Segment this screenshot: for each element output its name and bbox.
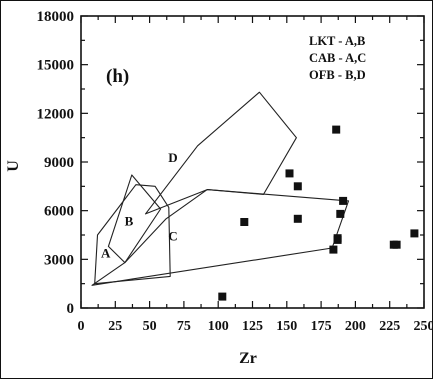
x-tick-label: 175 <box>311 319 332 334</box>
x-tick-labels: 0 25 50 75 100 125 150 175 200 225 250 <box>78 319 433 334</box>
legend-entry-lkt: LKT - A,B <box>309 34 365 48</box>
y-tick-label: 12000 <box>37 106 75 122</box>
data-point <box>293 182 302 191</box>
y-tick-label: 0 <box>67 301 75 317</box>
region-c-label: C <box>168 229 177 244</box>
data-point <box>285 169 294 178</box>
x-tick-label: 75 <box>177 319 191 334</box>
y-tick-label: 6000 <box>44 204 74 220</box>
x-tick-label: 225 <box>379 319 400 334</box>
region-d-outline <box>144 91 297 215</box>
y-tick-label: 9000 <box>44 155 74 171</box>
x-axis-label: Zr <box>239 350 257 367</box>
data-point <box>329 245 338 254</box>
data-point <box>392 240 401 249</box>
region-b-label: B <box>125 213 134 228</box>
y-axis-label: U <box>5 160 22 172</box>
x-tick-label: 250 <box>414 319 433 334</box>
region-d-label: D <box>168 150 177 165</box>
axis-ticks <box>80 15 425 309</box>
legend: LKT - A,B CAB - A,C OFB - B,D <box>309 34 366 82</box>
region-b-outline <box>107 174 162 264</box>
region-a-outline <box>94 184 171 285</box>
data-point <box>410 229 419 238</box>
data-point <box>336 209 345 218</box>
y-tick-label: 18000 <box>37 9 75 25</box>
y-tick-label: 3000 <box>44 252 74 268</box>
x-tick-label: 200 <box>345 319 366 334</box>
legend-entry-cab: CAB - A,C <box>309 51 366 65</box>
region-a-label: A <box>101 246 111 261</box>
panel-label: (h) <box>106 66 129 87</box>
data-point <box>332 125 341 134</box>
data-point <box>240 218 249 226</box>
data-point <box>218 292 227 301</box>
y-tick-label: 15000 <box>37 58 75 74</box>
data-points <box>218 125 419 301</box>
x-tick-label: 25 <box>108 319 122 334</box>
data-point <box>339 196 348 205</box>
x-tick-label: 100 <box>208 319 229 334</box>
legend-entry-ofb: OFB - B,D <box>309 68 366 82</box>
data-point <box>333 234 342 243</box>
x-tick-label: 125 <box>242 319 263 334</box>
y-tick-labels: 0 3000 6000 9000 12000 15000 18000 <box>37 9 75 317</box>
x-tick-label: 150 <box>276 319 297 334</box>
x-tick-label: 0 <box>78 319 85 334</box>
data-point <box>293 214 302 223</box>
x-tick-label: 50 <box>143 319 157 334</box>
plot-area: A B C D <box>80 15 425 309</box>
